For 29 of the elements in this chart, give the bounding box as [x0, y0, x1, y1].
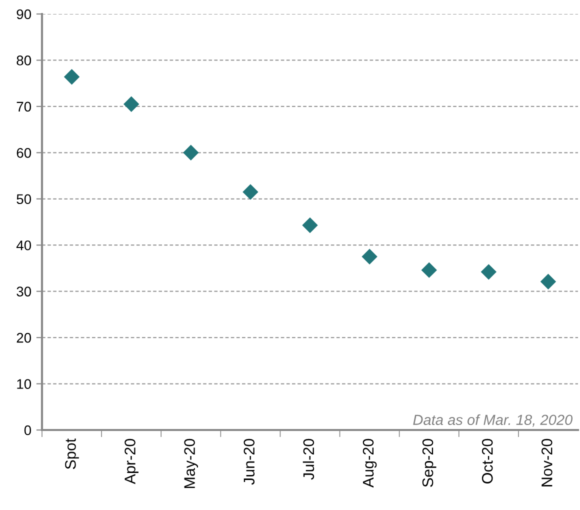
- y-tick-label: 10: [17, 379, 32, 389]
- y-tick-label: 70: [16, 102, 32, 112]
- point: [64, 69, 80, 84]
- point: [540, 274, 556, 290]
- x-tick-label: Jun-20: [244, 438, 255, 485]
- x-tick-label: Aug-20: [362, 438, 377, 488]
- annotation: Data as of Mar. 18, 2020: [413, 414, 573, 427]
- x-tick-label: Apr-20: [124, 438, 138, 484]
- x-tick-label: Sep-20: [422, 438, 436, 487]
- y-tick-label: 0: [24, 425, 32, 436]
- point: [362, 249, 378, 264]
- y-tick-label: 90: [16, 9, 32, 20]
- point: [302, 218, 318, 233]
- y-tick-label: 20: [16, 332, 32, 343]
- x-tick-label: May-20: [184, 438, 198, 488]
- point: [183, 145, 198, 160]
- y-tick-label: 80: [16, 56, 32, 66]
- x-tick-label: Nov-20: [542, 438, 552, 486]
- y-tick-label: 40: [16, 240, 32, 250]
- x-tick-label: Jul-20: [302, 438, 314, 480]
- point: [124, 96, 139, 112]
- y-tick-label: 50: [16, 194, 32, 204]
- point: [422, 262, 437, 278]
- x-tick-label: Spot: [65, 438, 79, 470]
- y-tick-label: 30: [16, 286, 32, 297]
- y-tick-label: 60: [16, 148, 32, 158]
- x-tick-label: Oct-20: [482, 438, 493, 484]
- point: [242, 184, 258, 200]
- point: [481, 264, 496, 280]
